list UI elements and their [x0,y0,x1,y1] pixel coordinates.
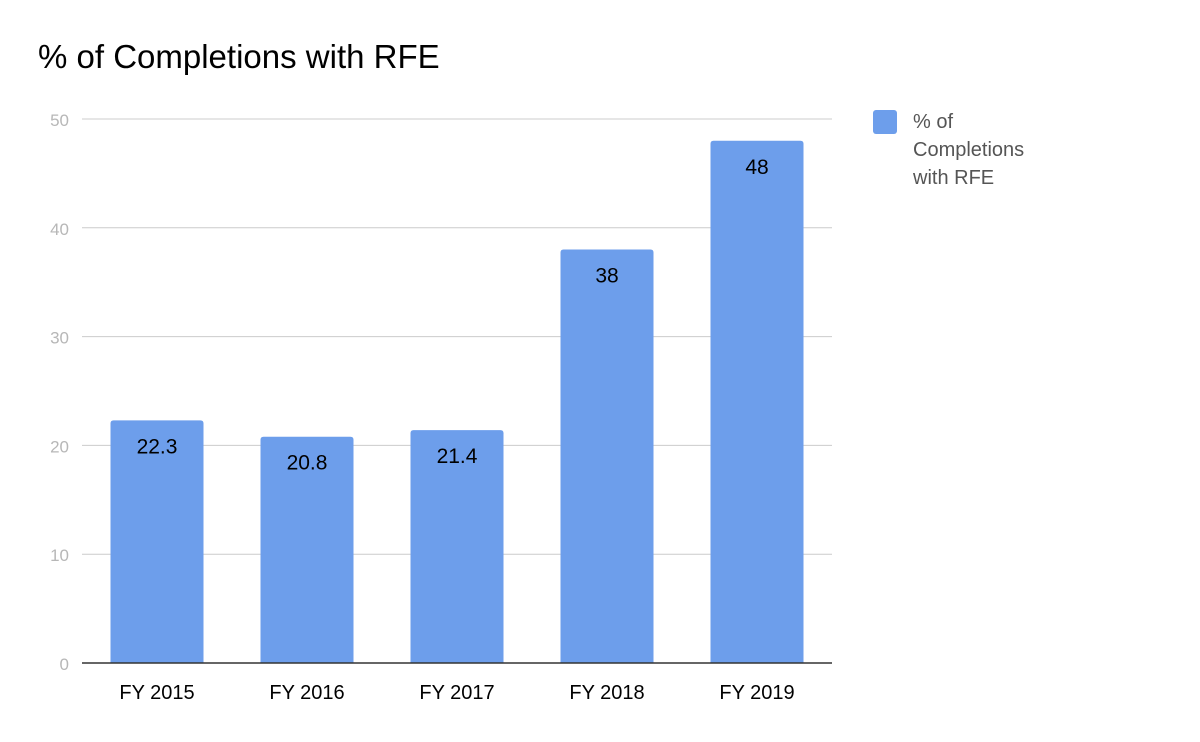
bar-fy-2019 [710,140,804,663]
data-label: 48 [745,156,768,179]
bars [110,140,804,663]
y-tick-label: 50 [50,111,69,130]
data-label: 22.3 [137,435,178,458]
data-label: 21.4 [437,445,478,468]
axes: 0 10 20 30 40 50 FY 2015 FY 2016 FY 2017 FY 2018 F… [50,111,832,704]
y-tick-label: 0 [60,655,69,674]
bar-fy-2016 [260,436,354,663]
y-tick-label: 40 [50,220,69,239]
chart-title: % of Completions with RFE [38,38,440,75]
y-tick-label: 20 [50,437,69,456]
y-tick-label: 10 [50,546,69,565]
data-label: 38 [595,265,618,288]
legend-label: % of Completions with RFE [913,111,1025,189]
bar-fy-2018 [560,249,654,663]
x-tick-label: FY 2015 [119,682,194,704]
data-labels: 22.3 20.8 21.4 38 48 [137,156,769,475]
y-tick-label: 30 [50,329,69,348]
x-tick-label: FY 2019 [719,682,794,704]
legend-swatch [873,110,897,134]
bar-fy-2015 [110,420,204,663]
data-label: 20.8 [287,452,328,475]
x-tick-label: FY 2018 [569,682,644,704]
bar-fy-2017 [410,430,504,663]
x-tick-label: FY 2017 [419,682,494,704]
x-tick-label: FY 2016 [269,682,344,704]
